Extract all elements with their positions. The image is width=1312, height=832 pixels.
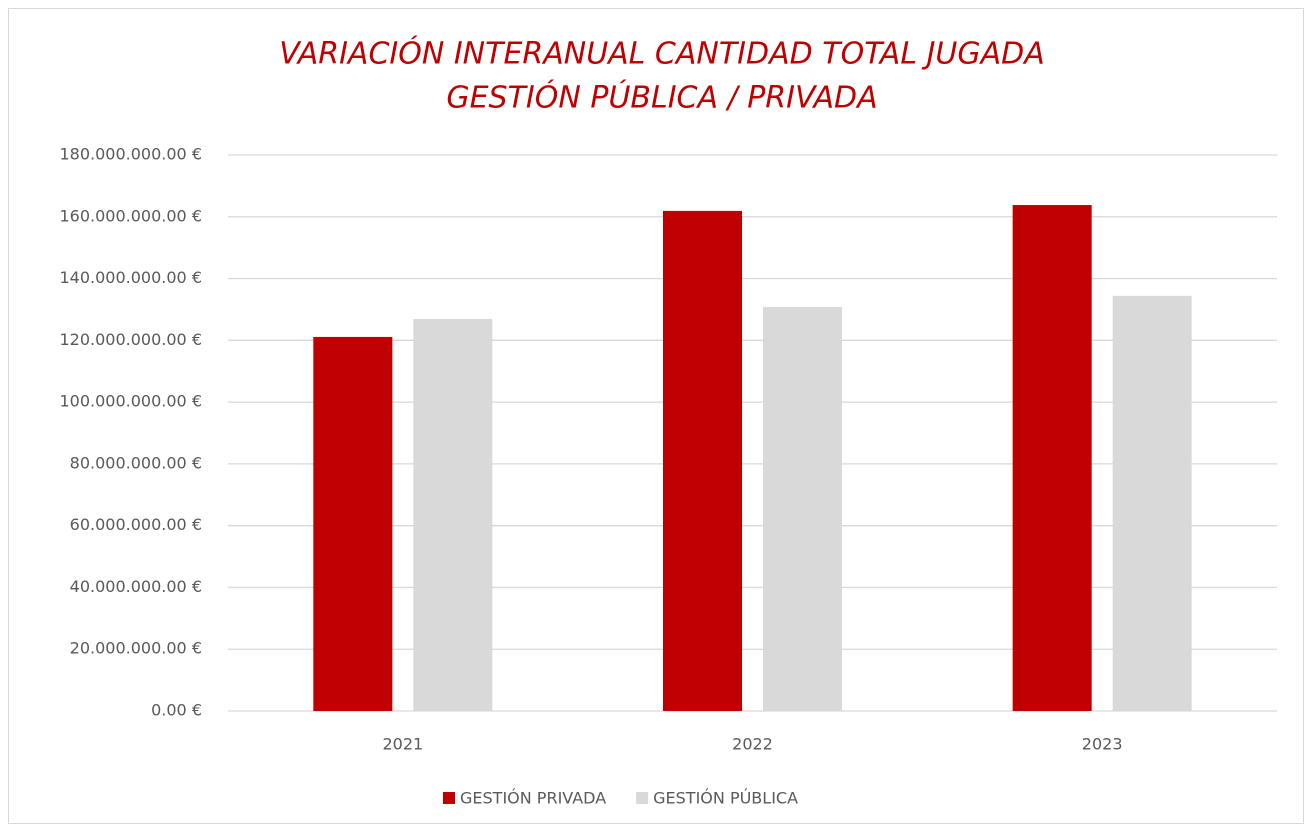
- y-tick-label: 60.000.000.00 €: [70, 515, 202, 534]
- y-tick-label: 120.000.000.00 €: [60, 330, 203, 349]
- bar: [413, 319, 493, 711]
- chart-frame: [8, 8, 1304, 824]
- legend-swatch: [443, 792, 455, 804]
- y-tick-label: 160.000.000.00 €: [60, 206, 203, 225]
- y-tick-label: 40.000.000.00 €: [70, 577, 202, 596]
- y-tick-label: 180.000.000.00 €: [60, 145, 203, 164]
- y-tick-label: 140.000.000.00 €: [60, 268, 203, 287]
- chart-title: GESTIÓN PÚBLICA / PRIVADA: [446, 79, 877, 116]
- legend-swatch: [636, 792, 649, 804]
- legend-label: GESTIÓN PRIVADA: [460, 789, 606, 808]
- bar: [313, 336, 393, 711]
- chart-title: VARIACIÓN INTERANUAL CANTIDAD TOTAL JUGA…: [279, 35, 1045, 72]
- bar: [1012, 205, 1092, 712]
- x-tick-label: 2022: [732, 735, 773, 754]
- y-tick-label: 100.000.000.00 €: [60, 392, 203, 411]
- y-tick-label: 0.00 €: [151, 701, 202, 720]
- x-tick-label: 2023: [1082, 735, 1123, 754]
- bar: [663, 210, 742, 712]
- legend-label: GESTIÓN PÚBLICA: [653, 789, 798, 808]
- y-tick-label: 80.000.000.00 €: [70, 453, 202, 472]
- bar: [1112, 295, 1192, 711]
- bar: [763, 306, 842, 711]
- x-tick-label: 2021: [382, 735, 423, 754]
- y-tick-label: 20.000.000.00 €: [70, 639, 202, 658]
